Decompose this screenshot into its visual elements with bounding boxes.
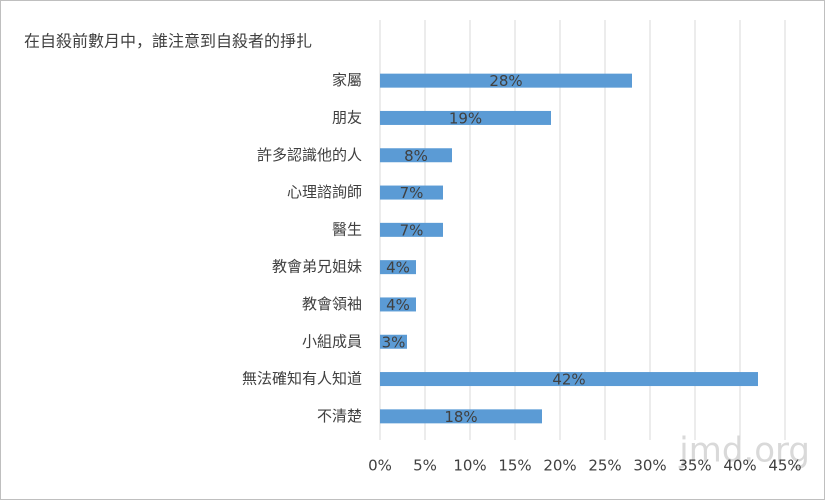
x-tick-label: 0% (368, 457, 392, 475)
y-tick-label: 不清楚 (317, 407, 362, 425)
bar (380, 297, 416, 312)
bar (380, 260, 416, 275)
value-label: 4% (386, 259, 410, 277)
bar (380, 222, 443, 237)
y-tick-label: 許多認識他的人 (257, 146, 362, 164)
y-tick-label: 醫生 (332, 220, 362, 238)
bar (380, 372, 758, 387)
value-label: 19% (449, 109, 482, 127)
y-tick-label: 朋友 (332, 108, 362, 126)
value-label: 18% (444, 408, 477, 426)
y-tick-label: 教會弟兄姐妹 (272, 258, 362, 276)
y-tick-label: 教會領袖 (302, 295, 362, 313)
x-tick-label: 15% (498, 457, 531, 475)
value-label: 28% (489, 72, 522, 90)
chart-title: 在自殺前數月中，誰注意到自殺者的掙扎 (24, 32, 312, 51)
y-tick-label: 小組成員 (302, 332, 362, 350)
bar (380, 110, 551, 125)
value-label: 42% (552, 371, 585, 389)
x-tick-label: 20% (543, 457, 576, 475)
bar (380, 409, 542, 424)
x-tick-label: 35% (678, 457, 711, 475)
x-tick-label: 5% (413, 457, 437, 475)
x-tick-label: 10% (453, 457, 486, 475)
y-tick-label: 心理諮詢師 (287, 183, 362, 201)
x-tick-label: 30% (633, 457, 666, 475)
y-tick-label: 家屬 (332, 71, 362, 89)
y-tick-label: 無法確知有人知道 (242, 370, 362, 388)
value-label: 8% (404, 147, 428, 165)
bar (380, 148, 452, 163)
bar (380, 185, 443, 200)
value-label: 7% (400, 184, 424, 202)
value-label: 7% (400, 221, 424, 239)
watermark: jmd.org (678, 431, 810, 471)
value-label: 4% (386, 296, 410, 314)
x-tick-label: 40% (723, 457, 756, 475)
value-label: 3% (382, 333, 406, 351)
x-tick-label: 45% (768, 457, 801, 475)
bar (380, 334, 407, 349)
bar (380, 73, 632, 88)
x-tick-label: 25% (588, 457, 621, 475)
